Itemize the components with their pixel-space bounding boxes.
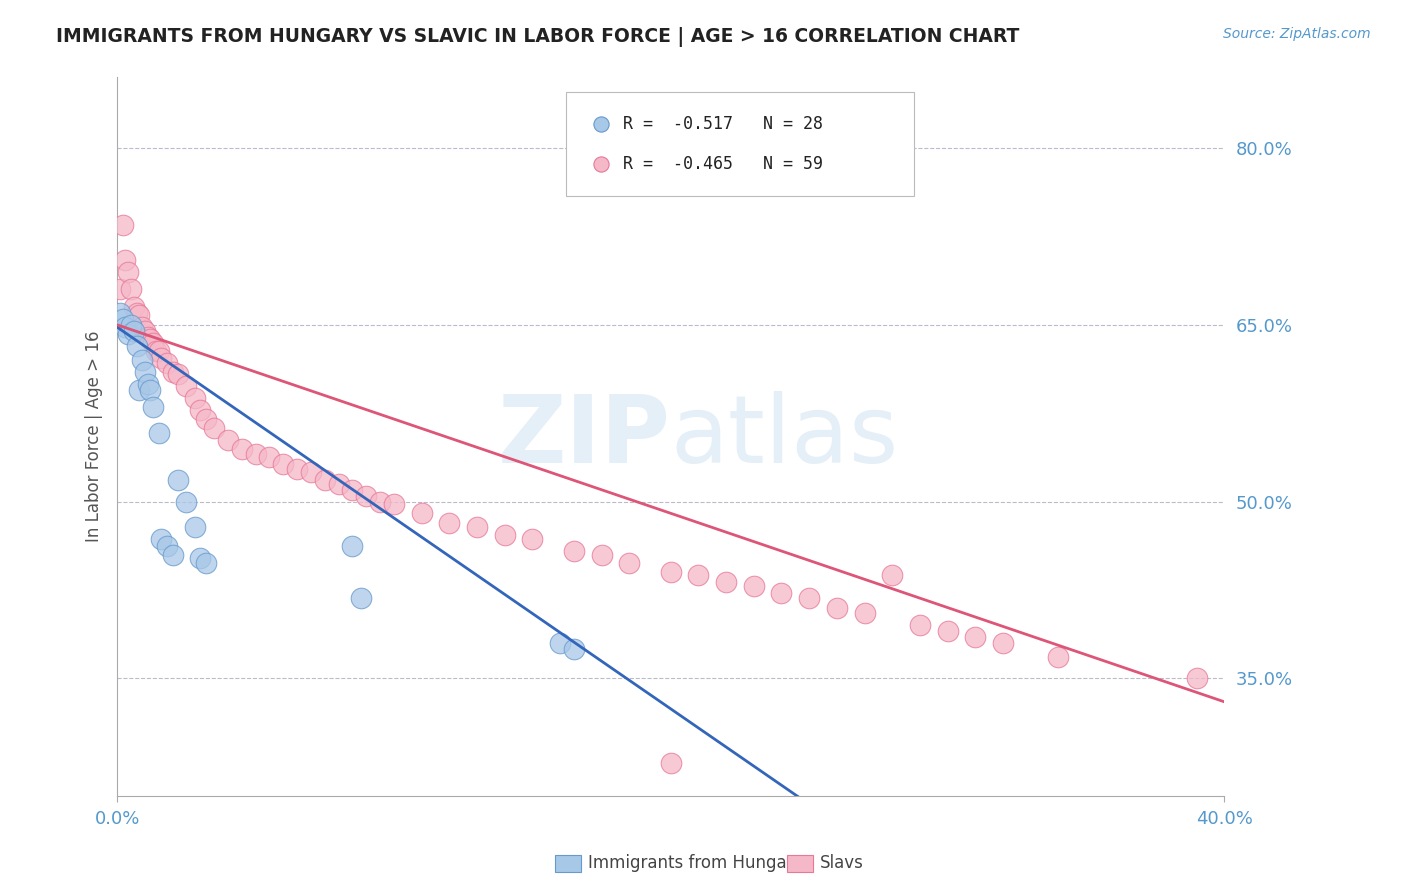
Point <box>111 312 134 326</box>
Point <box>1047 650 1070 665</box>
Point <box>117 327 139 342</box>
Point <box>194 412 217 426</box>
Text: R =  -0.465   N = 59: R = -0.465 N = 59 <box>623 154 823 173</box>
Point <box>148 343 170 358</box>
Point <box>1316 46 1339 61</box>
Point <box>108 283 131 297</box>
Point <box>125 339 148 353</box>
Point <box>125 306 148 320</box>
Point <box>591 548 613 562</box>
Point <box>156 355 179 369</box>
Point <box>162 548 184 562</box>
Point <box>245 447 267 461</box>
Point <box>139 332 162 346</box>
Point <box>411 506 433 520</box>
Y-axis label: In Labor Force | Age > 16: In Labor Force | Age > 16 <box>86 331 103 542</box>
Point <box>131 353 153 368</box>
Point <box>131 320 153 334</box>
Point <box>714 574 737 589</box>
Point <box>285 461 308 475</box>
Point <box>271 457 294 471</box>
Point <box>908 618 931 632</box>
Point <box>439 516 461 530</box>
Point <box>350 591 373 606</box>
Point <box>167 473 190 487</box>
Point <box>120 318 142 332</box>
Point <box>150 351 173 365</box>
Point <box>231 442 253 456</box>
Text: Immigrants from Hungary: Immigrants from Hungary <box>588 855 803 872</box>
Text: ZIP: ZIP <box>498 391 671 483</box>
Point <box>128 383 150 397</box>
Point <box>142 401 165 415</box>
Point <box>142 335 165 350</box>
Point <box>176 494 198 508</box>
Point <box>188 551 211 566</box>
Point <box>183 391 205 405</box>
Point <box>799 591 821 606</box>
Point <box>120 283 142 297</box>
Point <box>183 520 205 534</box>
Point <box>150 533 173 547</box>
Point <box>562 641 585 656</box>
Point <box>342 539 364 553</box>
Point <box>136 376 159 391</box>
Point <box>1185 671 1208 685</box>
Point <box>314 473 336 487</box>
Point <box>139 383 162 397</box>
Point <box>134 324 156 338</box>
Point <box>659 756 682 770</box>
Point <box>965 630 987 644</box>
Point <box>134 365 156 379</box>
FancyBboxPatch shape <box>565 92 914 196</box>
Point <box>368 494 391 508</box>
Point <box>188 402 211 417</box>
Text: R =  -0.517   N = 28: R = -0.517 N = 28 <box>623 115 823 133</box>
Point <box>382 497 405 511</box>
Point <box>136 329 159 343</box>
Point <box>299 465 322 479</box>
Point <box>167 368 190 382</box>
Point <box>145 343 167 358</box>
Point <box>162 365 184 379</box>
Point <box>202 421 225 435</box>
Point <box>548 636 571 650</box>
Point <box>114 253 136 268</box>
Text: Source: ZipAtlas.com: Source: ZipAtlas.com <box>1223 27 1371 41</box>
Point <box>111 218 134 232</box>
Point <box>328 476 350 491</box>
Point <box>562 544 585 558</box>
Point <box>619 556 641 570</box>
Point <box>494 527 516 541</box>
Text: Slavs: Slavs <box>820 855 863 872</box>
Point <box>122 324 145 338</box>
Point <box>128 309 150 323</box>
Point <box>122 300 145 314</box>
Point <box>156 539 179 553</box>
Point <box>148 426 170 441</box>
Point <box>936 624 959 639</box>
Point <box>465 520 488 534</box>
Point <box>688 567 710 582</box>
Point <box>342 483 364 497</box>
Point <box>882 567 904 582</box>
Point <box>522 533 544 547</box>
Point <box>356 489 378 503</box>
Text: IMMIGRANTS FROM HUNGARY VS SLAVIC IN LABOR FORCE | AGE > 16 CORRELATION CHART: IMMIGRANTS FROM HUNGARY VS SLAVIC IN LAB… <box>56 27 1019 46</box>
Point <box>117 265 139 279</box>
Point <box>259 450 281 464</box>
Point <box>659 566 682 580</box>
Point <box>853 607 876 621</box>
Point <box>742 579 765 593</box>
Point <box>176 379 198 393</box>
Point <box>217 434 239 448</box>
Point <box>114 320 136 334</box>
Point <box>825 600 848 615</box>
Point <box>991 636 1014 650</box>
Text: atlas: atlas <box>671 391 898 483</box>
Point <box>108 306 131 320</box>
Point <box>194 556 217 570</box>
Point <box>770 586 793 600</box>
